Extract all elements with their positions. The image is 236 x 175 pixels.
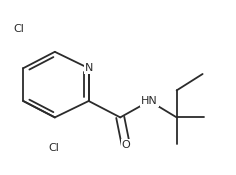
Text: Cl: Cl: [48, 143, 59, 153]
Text: Cl: Cl: [13, 24, 24, 34]
Text: HN: HN: [141, 96, 158, 106]
Text: N: N: [84, 63, 93, 73]
Text: O: O: [122, 140, 130, 150]
